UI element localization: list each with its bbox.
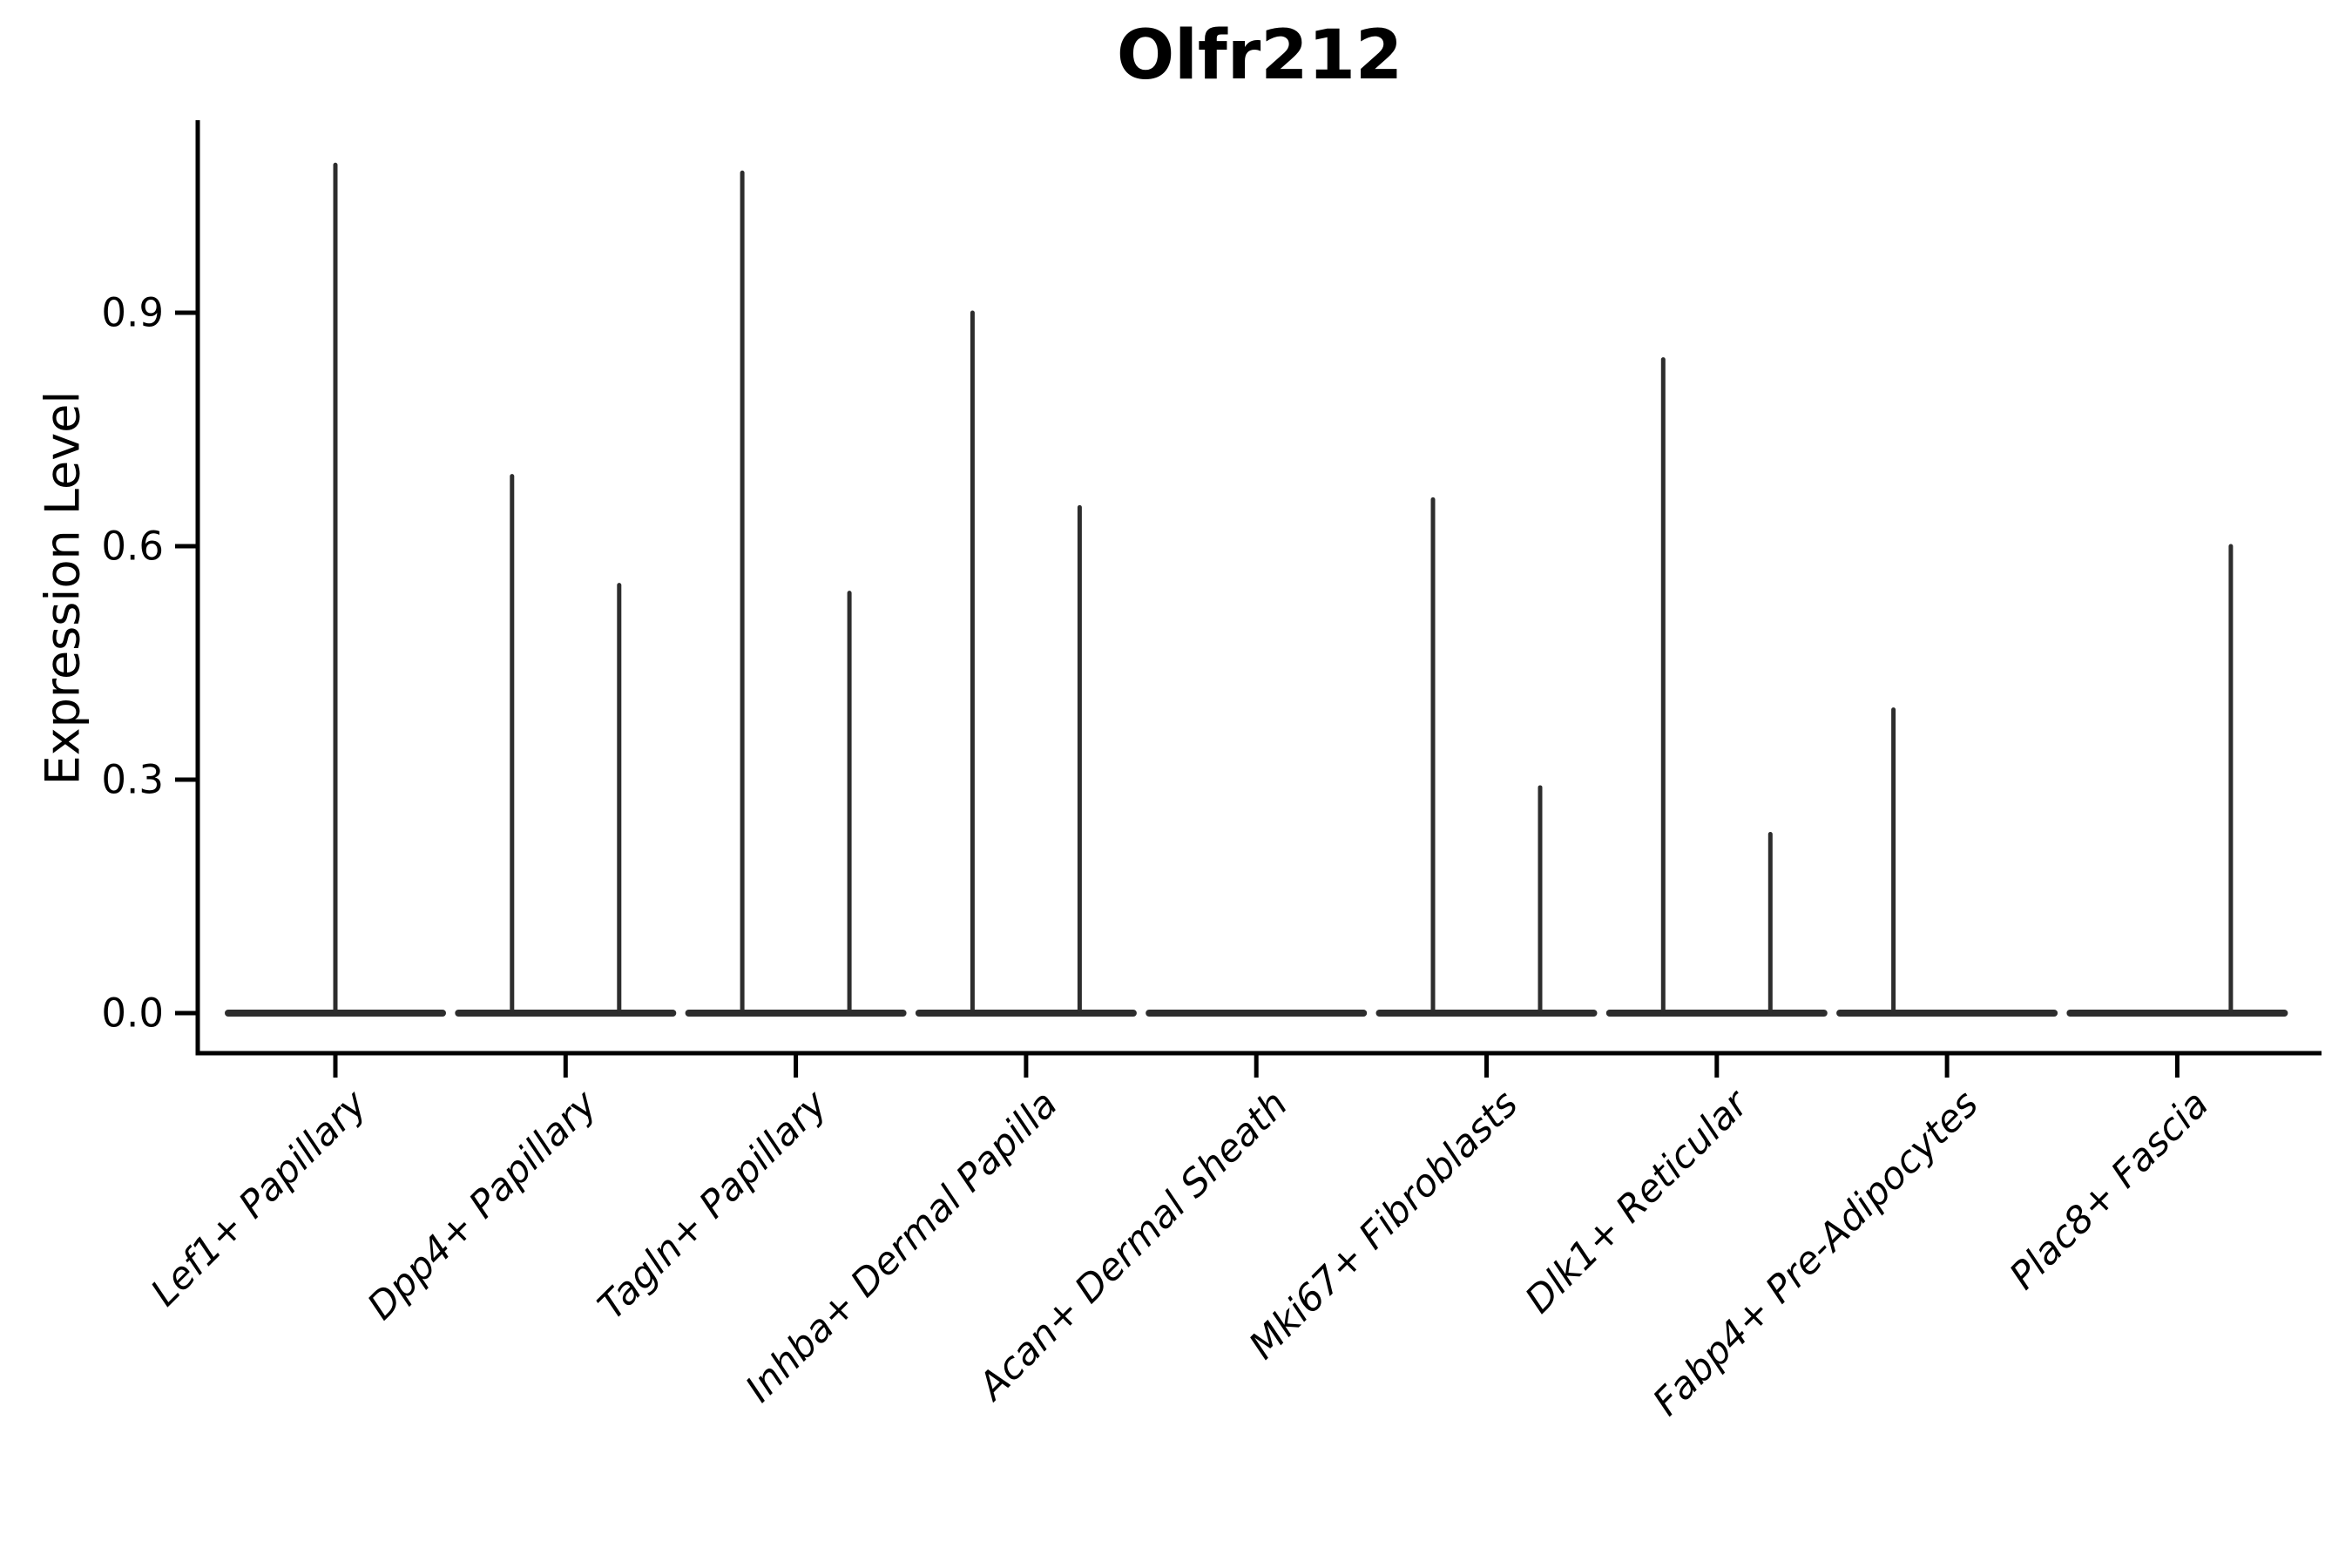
x-category-label: Lef1+ Papillary: [143, 1082, 375, 1315]
x-category-label: Dlk1+ Reticular: [1517, 1081, 1759, 1322]
x-category-label: Tagln+ Papillary: [590, 1082, 836, 1328]
x-category-label: Plac8+ Fascia: [2002, 1082, 2218, 1298]
x-category-label: Dpp4+ Papillary: [360, 1082, 606, 1328]
y-tick-label: 0.9: [101, 290, 164, 336]
y-tick-label: 0.3: [101, 757, 164, 803]
chart-title: Olfr212: [1116, 17, 1403, 95]
y-axis-label: Expression Level: [35, 390, 91, 786]
y-tick-label: 0.6: [101, 524, 164, 570]
y-tick-label: 0.0: [101, 990, 164, 1037]
